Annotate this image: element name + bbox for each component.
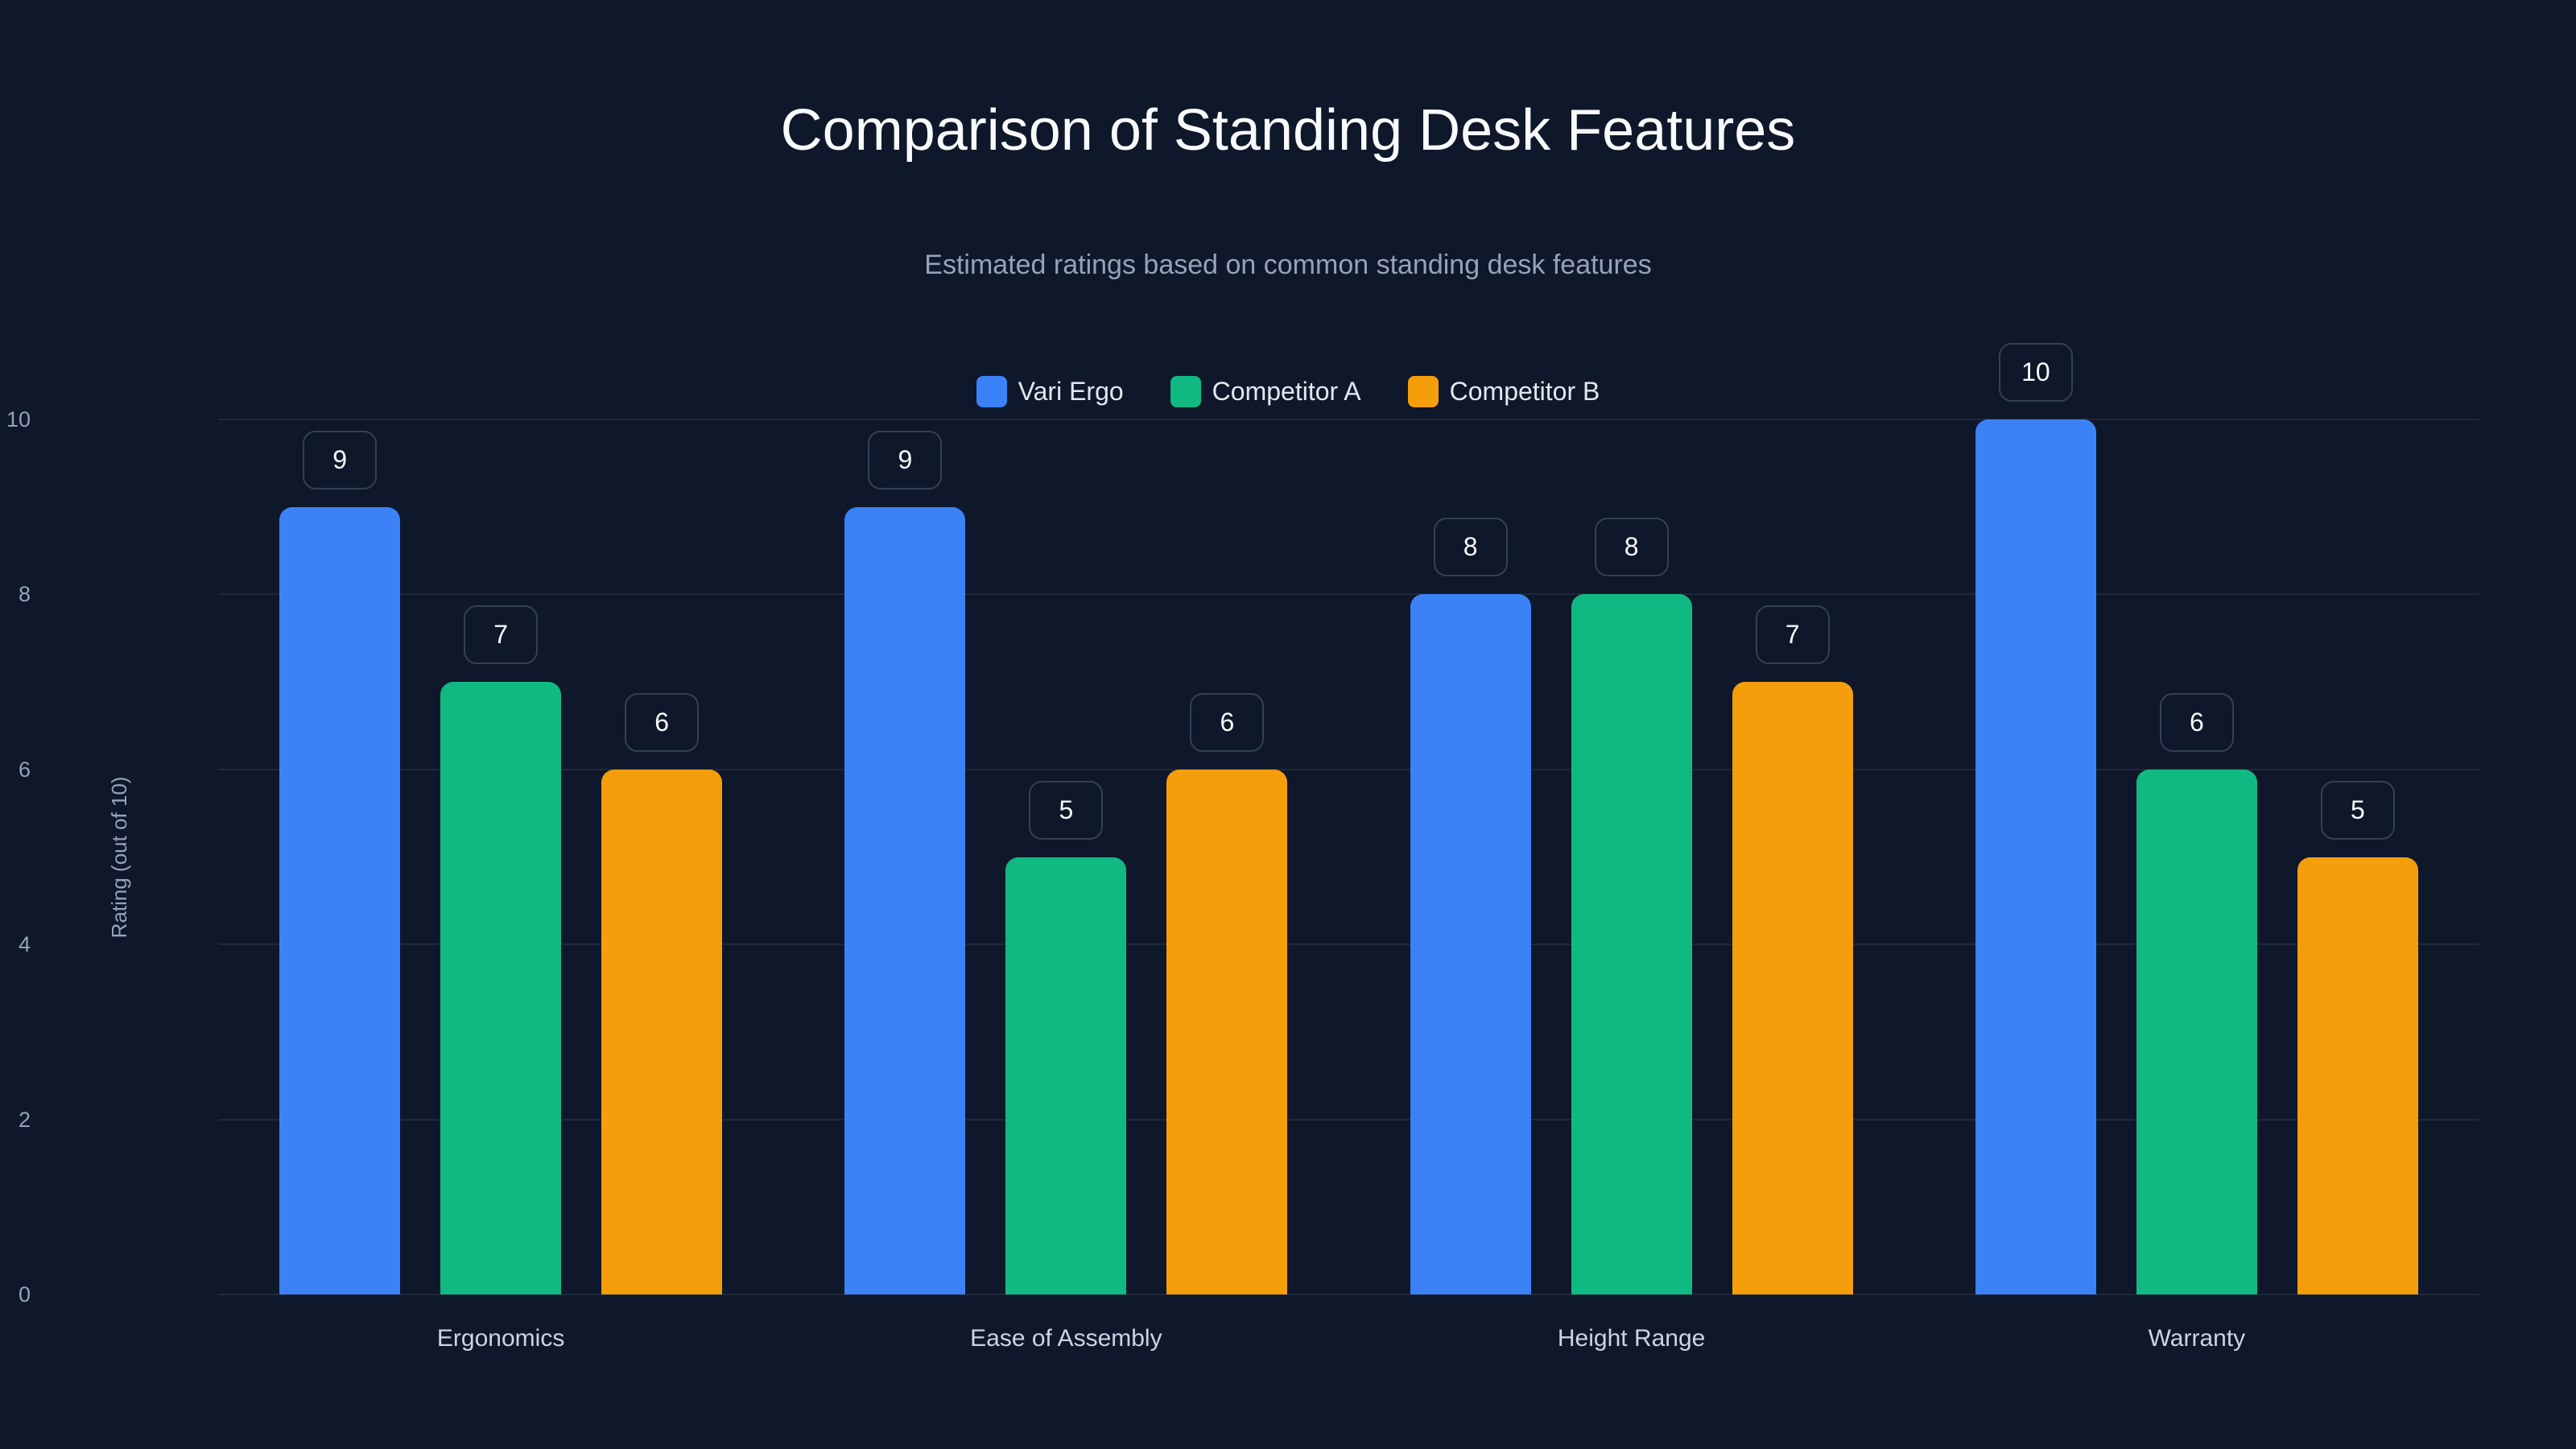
value-label: 7	[464, 605, 539, 665]
gridline	[218, 768, 2479, 770]
plot-area: 9 7 6 9 5 6 8 8 7 10 6 5	[218, 343, 2479, 1295]
gridline	[218, 1118, 2479, 1121]
y-tick-label: 4	[18, 932, 31, 957]
legend-label: Competitor A	[1212, 377, 1361, 406]
value-label: 9	[868, 430, 943, 489]
bar-competitor-b[interactable]	[1732, 682, 1853, 1294]
bar-vari-ergo[interactable]	[1975, 419, 2096, 1294]
gridline	[218, 593, 2479, 596]
bar-competitor-b[interactable]	[2297, 857, 2418, 1294]
x-axis-label: Ergonomics	[436, 1325, 565, 1352]
chart-title: Comparison of Standing Desk Features	[780, 98, 1796, 163]
x-axis-label: Ease of Assembly	[970, 1325, 1162, 1352]
bar-competitor-a[interactable]	[1005, 857, 1127, 1294]
x-axis-label: Warranty	[2148, 1325, 2246, 1352]
legend: Vari Ergo Competitor A Competitor B	[0, 372, 2576, 411]
x-axis-baseline	[218, 1294, 2479, 1295]
gridline	[218, 943, 2479, 946]
legend-item-competitor-a[interactable]: Competitor A	[1170, 375, 1361, 407]
bar-vari-ergo[interactable]	[844, 506, 966, 1294]
legend-label: Competitor B	[1449, 377, 1600, 406]
value-label: 6	[1190, 692, 1265, 752]
value-label: 8	[1433, 518, 1508, 577]
bar-vari-ergo[interactable]	[1410, 594, 1531, 1294]
legend-swatch-blue-icon	[976, 375, 1007, 407]
y-tick-label: 0	[18, 1282, 31, 1307]
x-axis-label: Height Range	[1557, 1325, 1706, 1352]
value-label: 7	[1755, 605, 1830, 665]
y-tick-label: 8	[18, 582, 31, 607]
legend-swatch-green-icon	[1170, 375, 1201, 407]
y-axis-title: Rating (out of 10)	[107, 776, 131, 939]
legend-label: Vari Ergo	[1018, 377, 1124, 406]
legend-item-competitor-b[interactable]: Competitor B	[1407, 375, 1600, 407]
value-label: 8	[1594, 518, 1669, 577]
bar-competitor-a[interactable]	[440, 682, 562, 1294]
value-label: 6	[2159, 692, 2234, 752]
legend-item-vari-ergo[interactable]: Vari Ergo	[976, 375, 1124, 407]
y-tick-label: 6	[18, 757, 31, 782]
chart-subtitle: Estimated ratings based on common standi…	[924, 250, 1652, 280]
legend-swatch-orange-icon	[1407, 375, 1439, 407]
y-tick-label: 2	[18, 1107, 31, 1132]
value-label: 9	[303, 430, 378, 489]
value-label: 10	[1998, 343, 2073, 402]
y-tick-label: 10	[6, 407, 31, 431]
value-label: 5	[2320, 780, 2395, 840]
bar-competitor-a[interactable]	[1571, 594, 1692, 1294]
value-label: 5	[1029, 780, 1104, 840]
value-label: 6	[625, 692, 700, 752]
bar-competitor-a[interactable]	[2136, 769, 2257, 1294]
bar-competitor-b[interactable]	[1166, 769, 1288, 1294]
gridline	[218, 419, 2479, 420]
bar-competitor-b[interactable]	[601, 769, 723, 1294]
bar-vari-ergo[interactable]	[279, 506, 401, 1294]
